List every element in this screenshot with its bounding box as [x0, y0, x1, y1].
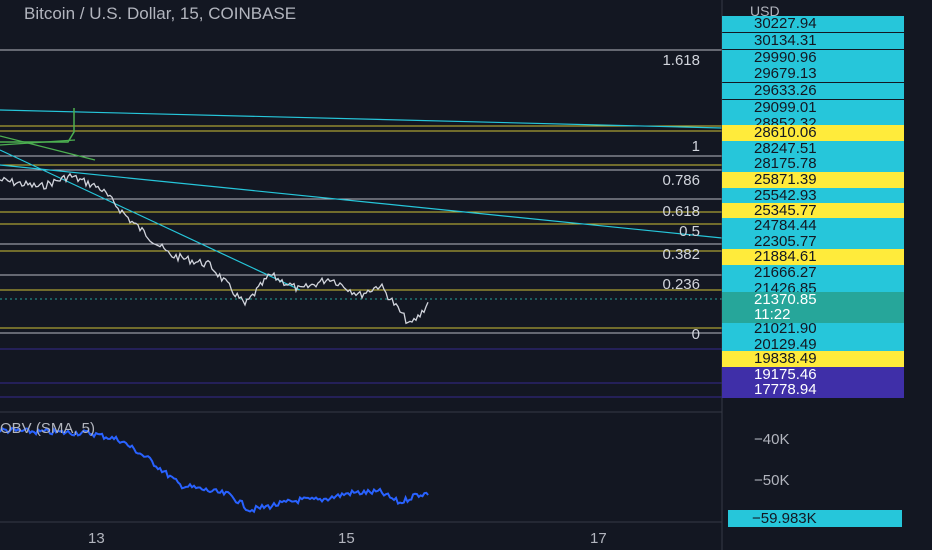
- price-tag: 28247.51: [722, 141, 904, 157]
- fib-label-0: 0: [691, 326, 700, 343]
- obv-current-tag: −59.983K: [728, 510, 902, 527]
- fib-label-1618: 1.618: [662, 52, 700, 69]
- fib-label-0786: 0.786: [662, 172, 700, 189]
- date-label-15: 15: [338, 530, 355, 547]
- price-line: [0, 172, 429, 325]
- date-label-17: 17: [590, 530, 607, 547]
- price-tag: 25871.39: [722, 172, 904, 188]
- fib-label-05: 0.5: [679, 223, 700, 240]
- price-tag: 25542.93: [722, 188, 904, 204]
- price-tag: 29990.96: [722, 50, 904, 66]
- obv-axis-label-40k: −40K: [754, 431, 790, 448]
- bar-countdown: 11:22: [722, 307, 904, 323]
- price-tag: 29679.13: [722, 66, 904, 82]
- date-label-13: 13: [88, 530, 105, 547]
- price-tag: 21666.27: [722, 265, 904, 281]
- indicator-title[interactable]: OBV (SMA, 5): [0, 420, 96, 437]
- price-tag: 30134.31: [722, 33, 904, 49]
- obv-line: [0, 426, 429, 514]
- trend-line: [0, 109, 723, 129]
- price-tag: 28175.78: [722, 156, 904, 172]
- currency-label: USD: [750, 3, 780, 19]
- price-tag: 21884.61: [722, 249, 904, 265]
- price-tag: 29633.26: [722, 83, 904, 99]
- fib-label-0236: 0.236: [662, 276, 700, 293]
- trend-line: [0, 149, 301, 291]
- price-tag: 28610.06: [722, 125, 904, 141]
- drawing-bracket: [0, 108, 75, 143]
- trend-line: [0, 164, 723, 239]
- obv-axis-label-50k: −50K: [754, 472, 790, 489]
- price-tag: 25345.77: [722, 203, 904, 219]
- price-tag: 19838.49: [722, 351, 904, 367]
- price-tag: 21370.85: [722, 292, 904, 308]
- price-tag: 30227.94: [722, 16, 904, 32]
- fib-label-0382: 0.382: [662, 246, 700, 263]
- price-tag: 21021.90: [722, 321, 904, 337]
- fib-label-1: 1: [691, 138, 700, 155]
- price-tag: 22305.77: [722, 234, 904, 250]
- price-tag: 20129.49: [722, 337, 904, 353]
- trend-lines: [0, 108, 723, 291]
- price-tag: 17778.94: [722, 382, 904, 398]
- price-tag: 19175.46: [722, 367, 904, 383]
- price-tag: 24784.44: [722, 218, 904, 234]
- fib-label-0618: 0.618: [662, 203, 700, 220]
- price-tag: 29099.01: [722, 100, 904, 116]
- chart-title: Bitcoin / U.S. Dollar, 15, COINBASE: [24, 4, 297, 23]
- trend-line: [0, 135, 96, 161]
- fib-level-lines: [0, 49, 722, 398]
